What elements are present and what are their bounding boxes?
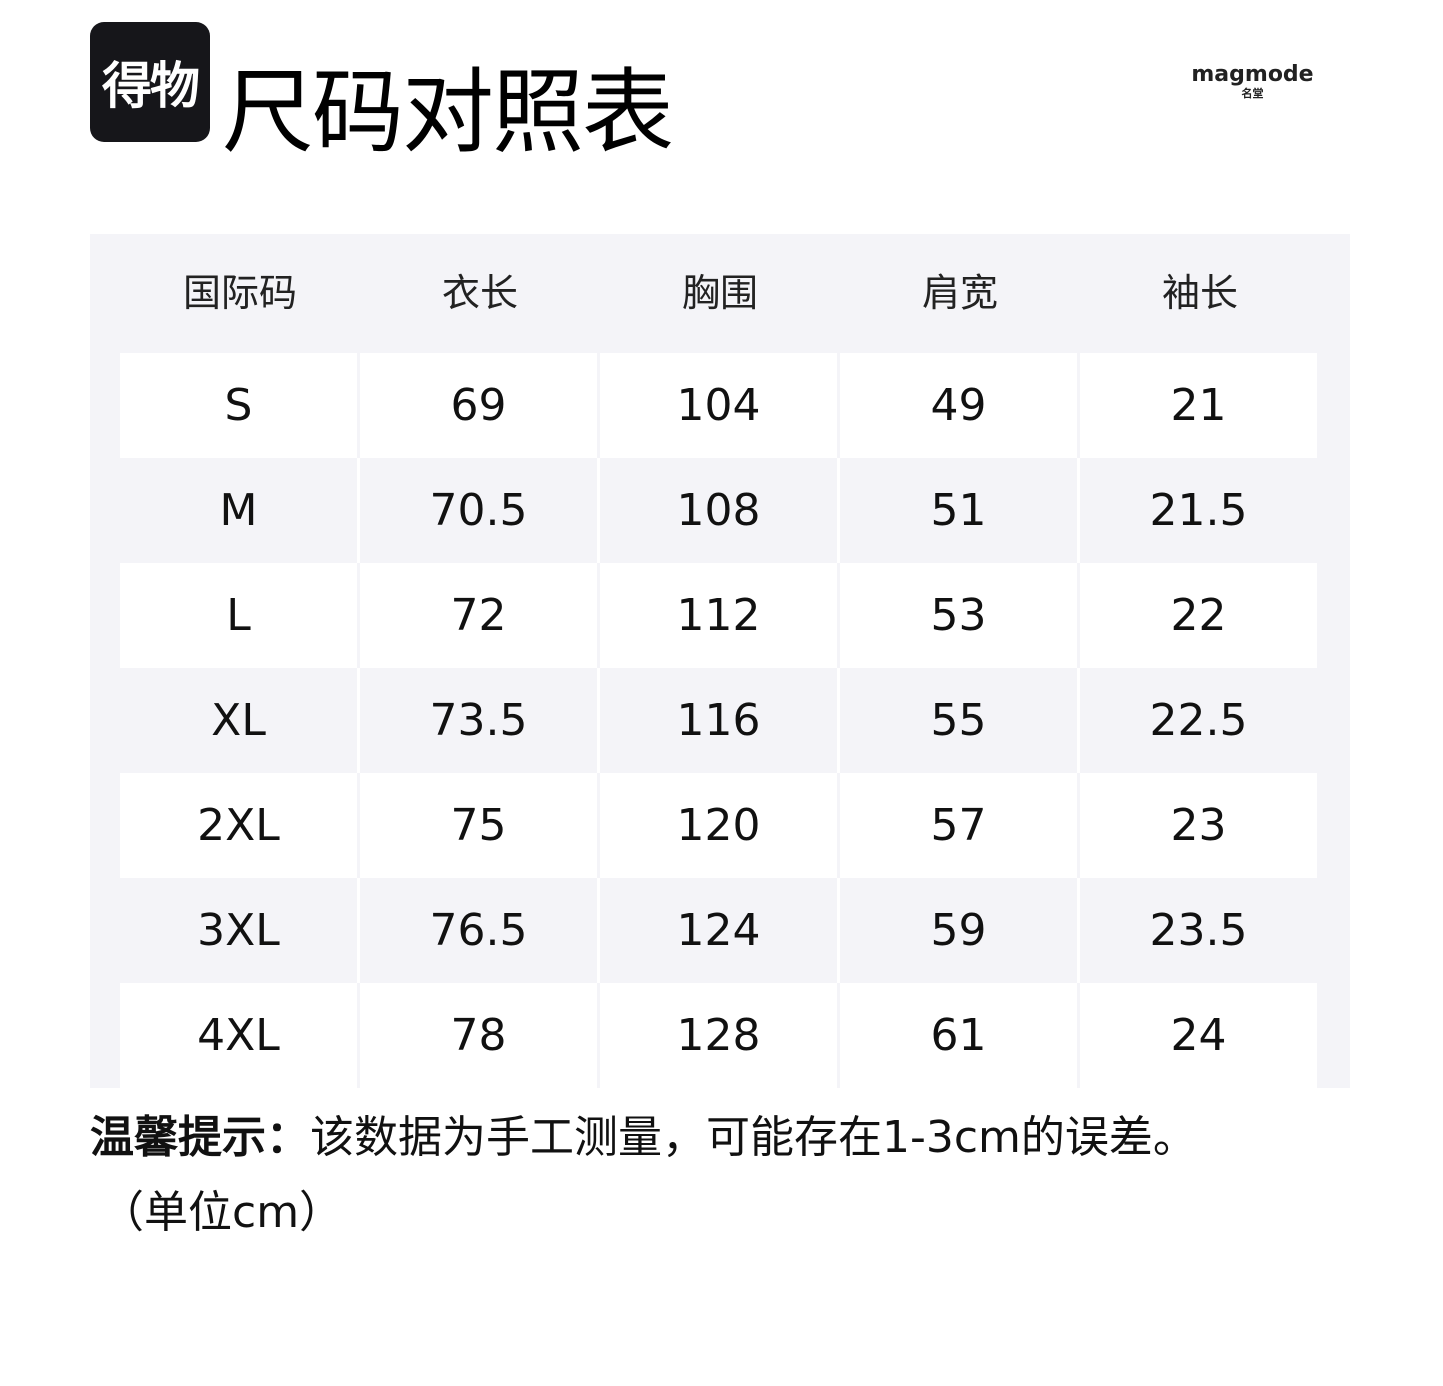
table-cell: 69 [360, 353, 597, 458]
table-cell: 23 [1080, 773, 1317, 878]
column-divider [597, 668, 600, 773]
table-cell: 120 [600, 773, 837, 878]
column-divider [837, 878, 840, 983]
column-header: 国际码 [182, 271, 297, 315]
column-divider [357, 458, 360, 563]
table-cell: 2XL [120, 773, 357, 878]
table-cell: 112 [600, 563, 837, 668]
table-cell: 51 [840, 458, 1077, 563]
column-header: 肩宽 [921, 271, 998, 315]
table-row: 4XL 78 128 61 24 [120, 983, 1320, 1088]
table-cell: 49 [840, 353, 1077, 458]
table-cell: 72 [360, 563, 597, 668]
table-cell: 22 [1080, 563, 1317, 668]
table-cell: 75 [360, 773, 597, 878]
table-cell: 24 [1080, 983, 1317, 1088]
column-divider [597, 878, 600, 983]
table-header: 国际码 衣长 胸围 肩宽 袖长 [120, 234, 1320, 353]
page-title: 尺码对照表 [222, 59, 674, 166]
dewu-logo: 得物 [90, 22, 210, 142]
table-cell: 116 [600, 668, 837, 773]
table-cell: 104 [600, 353, 837, 458]
column-divider [357, 878, 360, 983]
brand-name: magmode [1191, 62, 1314, 87]
table-cell: 22.5 [1080, 668, 1317, 773]
table-cell: 3XL [120, 878, 357, 983]
tip-note: 温馨提示：该数据为手工测量，可能存在1-3cm的误差。 [90, 1108, 1197, 1168]
brand-logo: magmode 名堂 [1190, 62, 1315, 100]
table-row: L 72 112 53 22 [120, 563, 1320, 668]
table-cell: L [120, 563, 357, 668]
table-cell: 61 [840, 983, 1077, 1088]
table-cell: 124 [600, 878, 837, 983]
column-header: 袖长 [1161, 271, 1238, 315]
column-divider [597, 458, 600, 563]
table-cell: 23.5 [1080, 878, 1317, 983]
table-cell: 21.5 [1080, 458, 1317, 563]
table-cell: 76.5 [360, 878, 597, 983]
table-cell: 70.5 [360, 458, 597, 563]
table-row: XL 73.5 116 55 22.5 [120, 668, 1320, 773]
column-divider [1077, 668, 1080, 773]
column-divider [357, 668, 360, 773]
table-row: 3XL 76.5 124 59 23.5 [120, 878, 1320, 983]
tip-label: 温馨提示： [90, 1112, 310, 1163]
table-cell: 128 [600, 983, 837, 1088]
table-cell: 73.5 [360, 668, 597, 773]
column-header: 衣长 [441, 271, 518, 315]
unit-note: （单位cm） [100, 1187, 344, 1238]
tip-text: 该数据为手工测量，可能存在1-3cm的误差。 [310, 1112, 1197, 1163]
size-table: 国际码 衣长 胸围 肩宽 袖长 S 69 104 49 21 M 70.5 108 51 21.5 L 72 1… [90, 234, 1350, 1088]
table-cell: 21 [1080, 353, 1317, 458]
brand-name-cn: 名堂 [1241, 87, 1264, 100]
column-divider [837, 458, 840, 563]
table-row: 2XL 75 120 57 23 [120, 773, 1320, 878]
table-cell: 55 [840, 668, 1077, 773]
table-cell: M [120, 458, 357, 563]
table-cell: 53 [840, 563, 1077, 668]
table-cell: 78 [360, 983, 597, 1088]
table-cell: 108 [600, 458, 837, 563]
column-header: 胸围 [681, 271, 758, 315]
table-cell: XL [120, 668, 357, 773]
column-divider [1077, 878, 1080, 983]
table-cell: S [120, 353, 357, 458]
table-row: S 69 104 49 21 [120, 353, 1320, 458]
table-cell: 59 [840, 878, 1077, 983]
table-row: M 70.5 108 51 21.5 [120, 458, 1320, 563]
table-cell: 4XL [120, 983, 357, 1088]
table-cell: 57 [840, 773, 1077, 878]
column-divider [1077, 458, 1080, 563]
column-divider [837, 668, 840, 773]
